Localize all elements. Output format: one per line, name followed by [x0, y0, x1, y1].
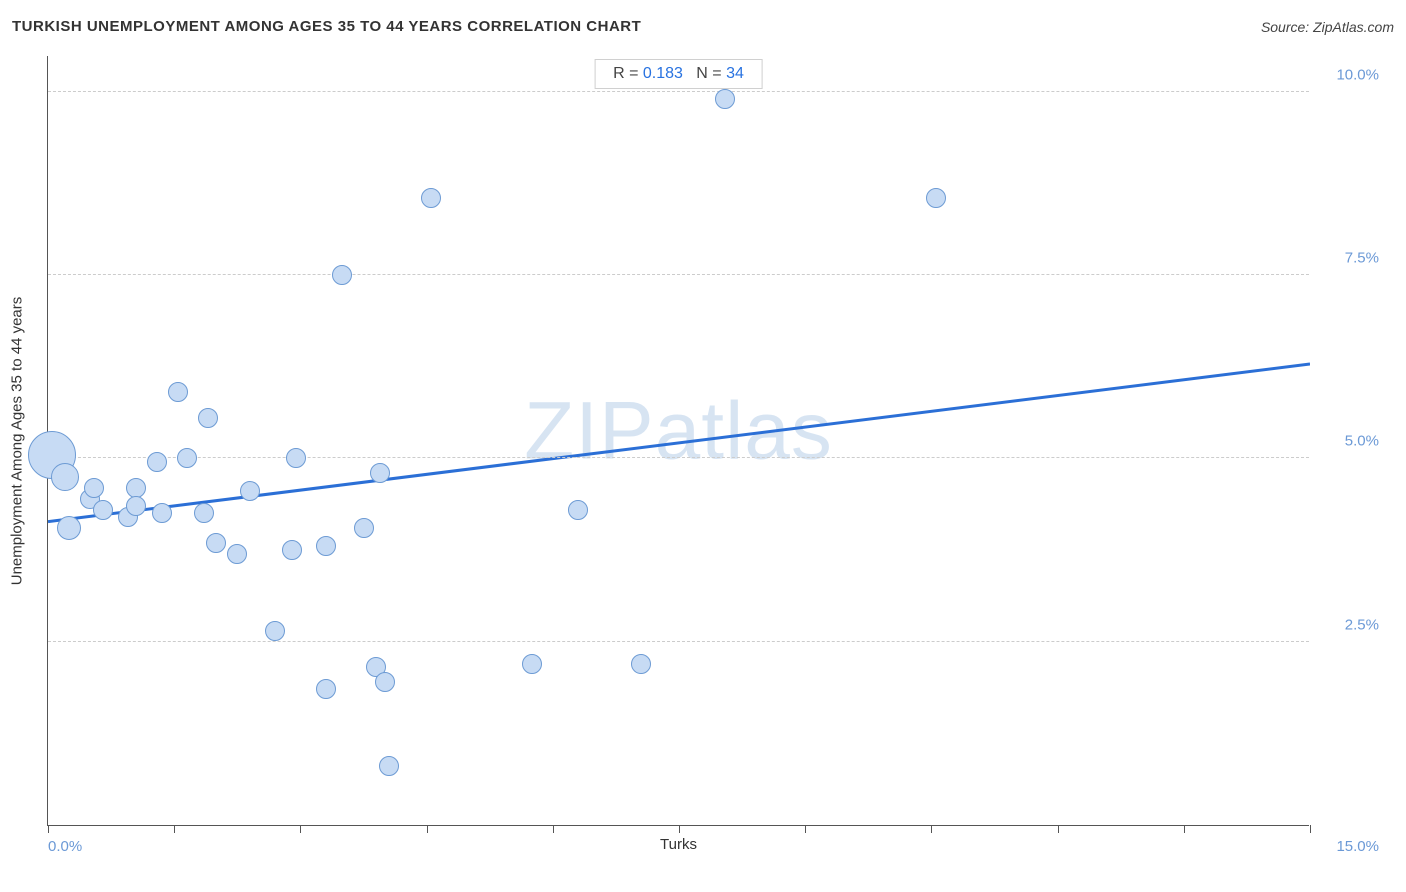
x-tick [553, 825, 554, 833]
data-point [522, 654, 542, 674]
chart-area: ZIPatlas R = 0.183 N = 34 Turks 0.0% 15.… [47, 56, 1309, 826]
x-tick [805, 825, 806, 833]
chart-source: Source: ZipAtlas.com [1261, 19, 1394, 35]
data-point [93, 500, 113, 520]
x-axis-origin-label: 0.0% [48, 838, 82, 855]
y-tick-label: 10.0% [1319, 66, 1379, 83]
data-point [715, 89, 735, 109]
stat-n-label: N = [696, 65, 726, 82]
data-point [265, 621, 285, 641]
data-point [316, 679, 336, 699]
x-tick [931, 825, 932, 833]
data-point [168, 382, 188, 402]
data-point [332, 265, 352, 285]
data-point [206, 533, 226, 553]
y-tick-label: 5.0% [1319, 433, 1379, 450]
x-tick [1310, 825, 1311, 833]
data-point [375, 672, 395, 692]
data-point [631, 654, 651, 674]
data-point [57, 516, 81, 540]
gridline-h [48, 641, 1309, 642]
gridline-h [48, 91, 1309, 92]
y-axis-title: Unemployment Among Ages 35 to 44 years [9, 297, 26, 586]
x-tick [1058, 825, 1059, 833]
watermark: ZIPatlas [524, 384, 833, 478]
data-point [126, 496, 146, 516]
data-point [240, 481, 260, 501]
gridline-h [48, 274, 1309, 275]
data-point [198, 408, 218, 428]
data-point [379, 756, 399, 776]
source-name: ZipAtlas.com [1313, 19, 1394, 35]
data-point [370, 463, 390, 483]
data-point [177, 448, 197, 468]
x-tick [300, 825, 301, 833]
y-tick-label: 2.5% [1319, 616, 1379, 633]
watermark-thin: atlas [655, 385, 833, 476]
data-point [286, 448, 306, 468]
x-axis-end-label: 15.0% [1319, 838, 1379, 855]
stat-r-label: R = [613, 65, 643, 82]
data-point [282, 540, 302, 560]
watermark-bold: ZIP [524, 385, 655, 476]
x-axis-title: Turks [660, 836, 697, 853]
plot-region: ZIPatlas R = 0.183 N = 34 Turks 0.0% 15.… [47, 56, 1309, 826]
stat-n-value: 34 [726, 65, 744, 82]
chart-title: TURKISH UNEMPLOYMENT AMONG AGES 35 TO 44… [12, 18, 641, 35]
stats-box: R = 0.183 N = 34 [594, 59, 763, 89]
data-point [568, 500, 588, 520]
gridline-h [48, 457, 1309, 458]
data-point [51, 463, 79, 491]
data-point [227, 544, 247, 564]
stat-r-value: 0.183 [643, 65, 683, 82]
data-point [147, 452, 167, 472]
trendline-svg [48, 56, 1310, 826]
data-point [194, 503, 214, 523]
x-tick [48, 825, 49, 833]
data-point [126, 478, 146, 498]
trendline [48, 364, 1310, 522]
x-tick [1184, 825, 1185, 833]
data-point [421, 188, 441, 208]
data-point [84, 478, 104, 498]
x-tick [174, 825, 175, 833]
source-prefix: Source: [1261, 19, 1313, 35]
data-point [316, 536, 336, 556]
x-tick [427, 825, 428, 833]
y-tick-label: 7.5% [1319, 250, 1379, 267]
data-point [926, 188, 946, 208]
data-point [152, 503, 172, 523]
data-point [354, 518, 374, 538]
x-tick [679, 825, 680, 833]
